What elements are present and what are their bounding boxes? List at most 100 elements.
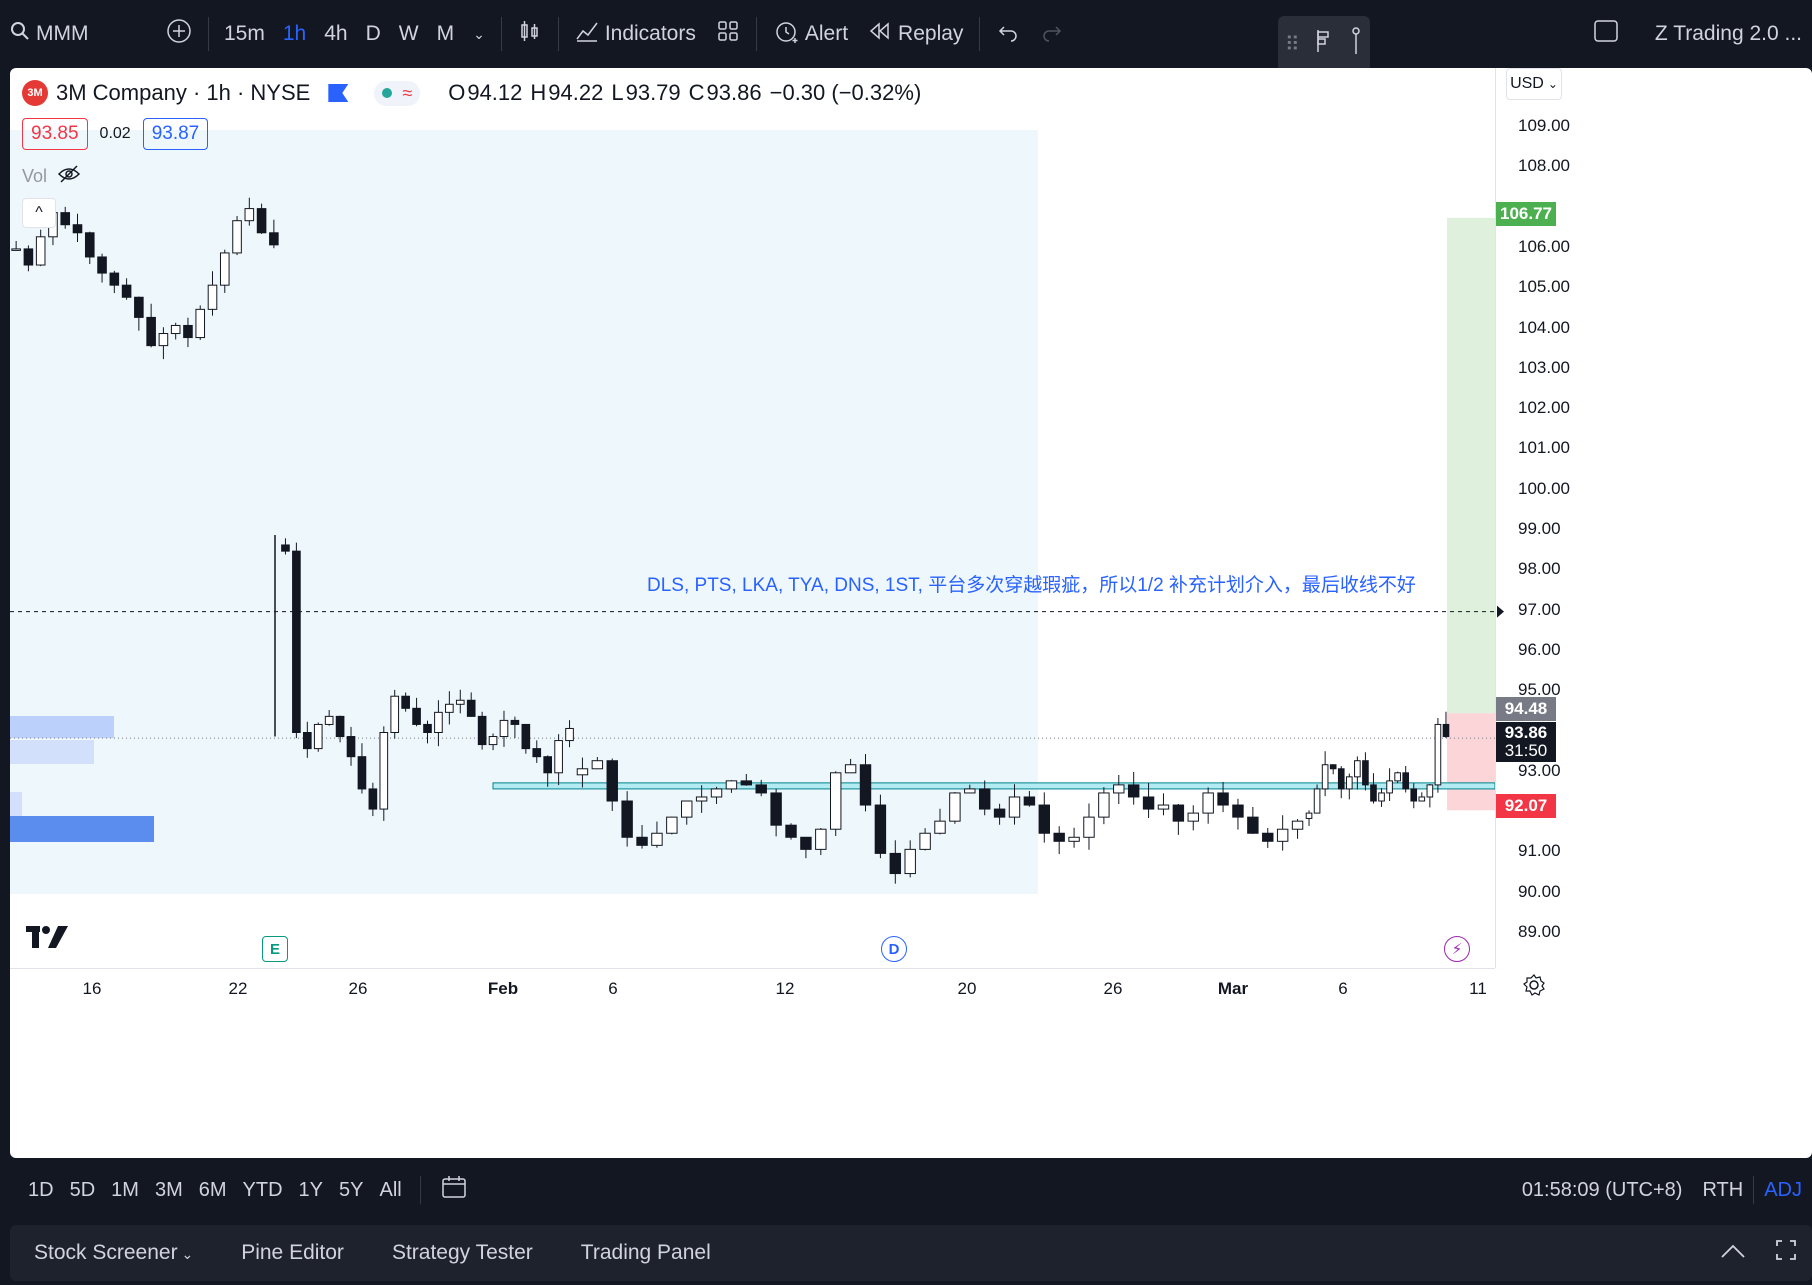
bid-price-button[interactable]: 93.85	[22, 118, 88, 150]
highlight-region	[10, 130, 1038, 894]
ask-price-button[interactable]: 93.87	[142, 118, 209, 150]
tab-label: Strategy Tester	[391, 1241, 533, 1264]
vol-label: Vol	[22, 166, 48, 186]
candle-down	[72, 224, 83, 234]
price-axis[interactable]: USD ⌄ 109.00 108.00 106.00 105.00 104.00 103.…	[1495, 68, 1812, 968]
market-status-pill[interactable]: ≈	[374, 80, 421, 106]
candle-up	[195, 308, 206, 339]
calendar-icon	[441, 1176, 467, 1204]
range-3m[interactable]: 3M	[154, 1178, 183, 1201]
tradingview-logo[interactable]	[26, 924, 70, 958]
panel-tab-list: Stock Screener ⌄ Pine Editor Strategy Test…	[10, 1241, 735, 1265]
ohlc-value-o: 94.12	[467, 80, 523, 105]
symbol-search[interactable]: MMM	[0, 14, 120, 54]
flag-icon[interactable]	[328, 84, 349, 102]
time-tick: 11	[1469, 979, 1487, 998]
eye-off-icon[interactable]	[57, 164, 81, 189]
chevron-up-icon[interactable]	[1720, 1241, 1746, 1265]
candle-up	[455, 699, 465, 705]
range-1y[interactable]: 1Y	[298, 1178, 324, 1201]
split-event-icon[interactable]: ⚡	[1444, 936, 1470, 962]
range-5y[interactable]: 5Y	[339, 1178, 364, 1201]
session-toggle[interactable]: RTH	[1702, 1178, 1744, 1201]
indicators-button[interactable]: Indicators	[565, 14, 706, 54]
candle-down	[889, 852, 902, 875]
price-change: −0.30 (−0.32%)	[769, 80, 922, 105]
drag-handle-icon[interactable]: ⠿	[1284, 33, 1300, 56]
candle-down	[740, 780, 753, 786]
range-all[interactable]: All	[379, 1178, 402, 1201]
chart-annotation-text[interactable]: DLS, PTS, LKA, TYA, DNS, 1ST, 平台多次穿越瑕疵，所…	[647, 575, 1416, 596]
dashed-line-arrow	[1497, 605, 1504, 618]
redo-button[interactable]	[1030, 14, 1074, 54]
adjust-toggle[interactable]: ADJ	[1764, 1178, 1802, 1201]
time-tick: 16	[82, 979, 102, 998]
candle-up	[1157, 804, 1170, 810]
collapse-legend-button[interactable]: ^	[22, 198, 56, 228]
tab-pine-editor[interactable]: Pine Editor	[217, 1241, 368, 1265]
interval-dropdown[interactable]: ⌄	[463, 14, 495, 54]
tab-stock-screener[interactable]: Stock Screener ⌄	[10, 1241, 217, 1265]
replay-button[interactable]: Replay	[858, 14, 973, 54]
last-price-value: 93.86	[1504, 723, 1548, 742]
currency-select[interactable]: USD ⌄	[1506, 68, 1562, 100]
chart-type-button[interactable]	[508, 14, 552, 54]
range-6m[interactable]: 6M	[198, 1178, 227, 1201]
range-1m[interactable]: 1M	[111, 1178, 139, 1201]
chevron-up-icon: ^	[35, 204, 43, 221]
add-symbol-button[interactable]	[156, 14, 202, 54]
alert-button[interactable]: Alert	[763, 14, 858, 54]
candle-down	[1217, 792, 1229, 806]
chevron-down-icon: ⌄	[1547, 77, 1558, 91]
undo-button[interactable]	[986, 14, 1030, 54]
candle-down	[770, 792, 782, 826]
layouts-button[interactable]	[706, 14, 750, 54]
range-1d[interactable]: 1D	[28, 1178, 54, 1201]
earnings-event-icon[interactable]: E	[262, 936, 288, 962]
candle-up	[554, 740, 563, 774]
candle-down	[1023, 796, 1036, 806]
interval-w[interactable]: W	[398, 22, 419, 45]
interval-1h[interactable]: 1h	[282, 22, 307, 45]
interval-m[interactable]: M	[436, 22, 455, 45]
volume-profile-bar	[10, 716, 114, 738]
company-logo: 3M	[22, 80, 48, 106]
flag-pin-icon[interactable]	[1313, 28, 1335, 60]
time-tick: 26	[1103, 979, 1123, 998]
chart-pane[interactable]: 3M 3M Company · 1h · NYSE ≈ O94.12 H94.22…	[10, 68, 1812, 1158]
tab-strategy-tester[interactable]: Strategy Tester	[368, 1241, 557, 1265]
toolbar-divider	[557, 17, 559, 51]
candle-down	[978, 788, 991, 810]
time-axis[interactable]: 16 22 26 Feb 6 12 20 26 Mar 6 11	[10, 968, 1495, 1006]
candle-up	[576, 768, 589, 776]
chart-settings-gear-icon[interactable]	[1522, 973, 1546, 1003]
tab-trading-panel[interactable]: Trading Panel	[557, 1241, 735, 1265]
price-chart[interactable]	[10, 68, 1812, 1158]
maximize-panel-icon[interactable]	[1774, 1238, 1798, 1268]
vertical-line-icon[interactable]	[1349, 26, 1363, 62]
candle-down	[606, 760, 618, 802]
interval-d[interactable]: D	[365, 22, 381, 45]
dividend-event-icon[interactable]: D	[881, 936, 907, 962]
candle-down	[755, 784, 767, 794]
candle-up	[1418, 796, 1426, 802]
volume-profile-bar	[10, 792, 22, 816]
candle-up	[919, 832, 931, 850]
candle-up	[591, 760, 604, 770]
candle-down	[23, 248, 34, 266]
clock-timezone[interactable]: 01:58:09 (UTC+8)	[1521, 1178, 1683, 1201]
interval-15m[interactable]: 15m	[224, 22, 265, 45]
price-tick: 96.00	[1518, 639, 1561, 659]
candle-down	[183, 324, 193, 339]
candle-down	[357, 756, 367, 790]
symbol-title[interactable]: 3M Company · 1h · NYSE	[56, 80, 311, 105]
range-ytd[interactable]: YTD	[242, 1178, 283, 1201]
fullscreen-toggle[interactable]	[1583, 14, 1629, 54]
goto-date-button[interactable]	[431, 1175, 477, 1205]
interval-4h[interactable]: 4h	[324, 22, 348, 45]
candle-up	[1008, 796, 1021, 818]
layout-name-button[interactable]: Z Trading 2.0 ...	[1645, 14, 1812, 54]
time-tick: 12	[775, 979, 795, 998]
ohlc-values: O94.12 H94.22 L93.79 C93.86	[448, 80, 769, 106]
range-5d[interactable]: 5D	[69, 1178, 96, 1201]
